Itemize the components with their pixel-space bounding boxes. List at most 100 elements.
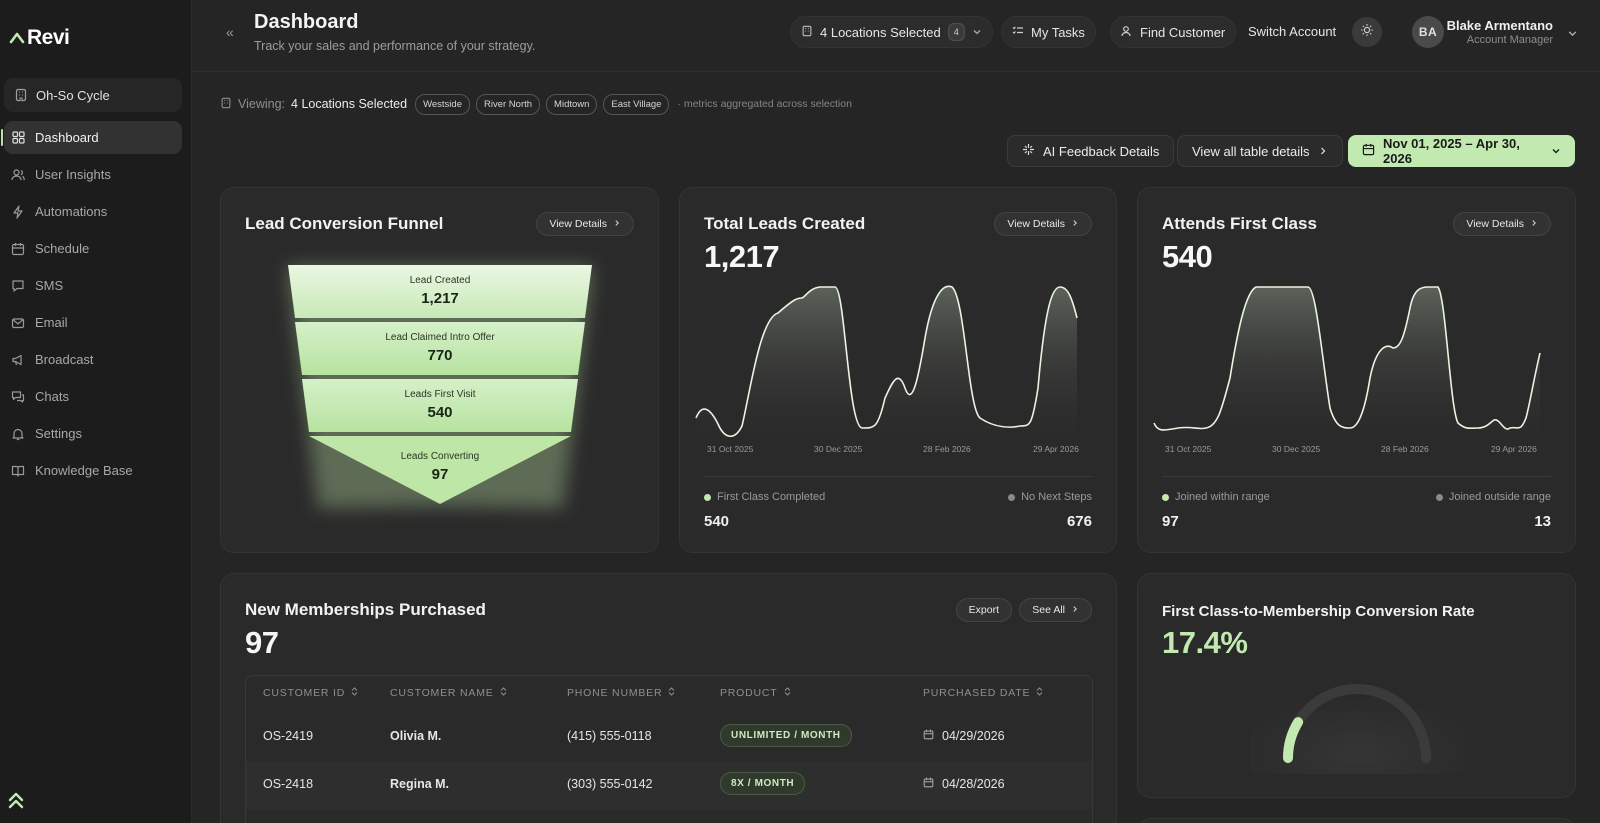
memberships-card: New Memberships Purchased 97 Export See … <box>220 573 1117 823</box>
card-value: 540 <box>1162 239 1213 274</box>
sidebar-item-label: Chats <box>35 389 69 404</box>
chart-legend: First Class Completed No Next Steps <box>704 476 1092 503</box>
brand-logo[interactable]: Revi <box>9 26 70 50</box>
sort-icon <box>668 687 675 699</box>
location-tag[interactable]: Midtown <box>546 93 598 115</box>
revi-logo-icon <box>9 32 25 44</box>
avatar[interactable]: BA <box>1412 16 1444 48</box>
calendar-icon <box>923 729 934 743</box>
page-subtitle: Track your sales and performance of your… <box>254 39 536 53</box>
sidebar-item-chats[interactable]: Chats <box>4 380 182 413</box>
sidebar-item-sms[interactable]: SMS <box>4 269 182 302</box>
task-list-icon <box>1012 25 1024 40</box>
column-header-label: PHONE NUMBER <box>567 687 663 699</box>
view-all-table-label: View all table details <box>1192 143 1310 159</box>
sidebar-item-settings[interactable]: Settings <box>4 417 182 450</box>
column-header-phone-number[interactable]: PHONE NUMBER <box>567 687 675 699</box>
page-title: Dashboard <box>254 11 359 33</box>
funnel-stage-4 <box>309 436 571 504</box>
table-row[interactable]: OS-2418 Regina M. (303) 555-0142 8X / MO… <box>246 761 1092 809</box>
theme-toggle-button[interactable] <box>1352 17 1382 47</box>
sidebar-nav: Dashboard User Insights Automations Sche… <box>0 121 192 491</box>
sidebar-item-automations[interactable]: Automations <box>4 195 182 228</box>
legend-dot <box>1435 493 1443 501</box>
sidebar-item-broadcast[interactable]: Broadcast <box>4 343 182 376</box>
card-title: First Class-to-Membership Conversion Rat… <box>1162 603 1475 620</box>
column-header-label: PURCHASED DATE <box>923 687 1031 699</box>
legend-values: 97 13 <box>1162 513 1551 530</box>
export-button[interactable]: Export <box>955 598 1012 622</box>
location-selector[interactable]: 4 Locations Selected 4 <box>790 16 993 48</box>
chevron-down-icon <box>1551 144 1561 159</box>
table-row[interactable]: OS-2419 Olivia M. (415) 555-0118 UNLIMIT… <box>246 713 1092 761</box>
collapse-sidebar-icon[interactable]: « <box>226 24 234 40</box>
column-header-customer-id[interactable]: CUSTOMER ID <box>263 687 358 699</box>
view-details-label: View Details <box>549 218 607 230</box>
chevron-right-icon <box>1530 218 1538 230</box>
x-tick-label: 30 Dec 2025 <box>1272 444 1320 454</box>
ai-feedback-label: AI Feedback Details <box>1043 143 1160 159</box>
viewing-note: · metrics aggregated across selection <box>677 98 852 110</box>
location-selector-label: 4 Locations Selected <box>820 24 941 40</box>
funnel-stage-label: Leads Converting <box>401 451 479 462</box>
attends-line <box>1153 286 1541 431</box>
location-tag[interactable]: Westside <box>415 93 470 115</box>
user-name[interactable]: Blake Armentano <box>1446 18 1553 33</box>
view-all-table-button[interactable]: View all table details <box>1177 135 1343 167</box>
legend-dot <box>704 493 711 501</box>
column-header-label: CUSTOMER NAME <box>390 687 494 699</box>
legend-item: No Next Steps <box>1008 491 1092 503</box>
column-header-purchased-date[interactable]: PURCHASED DATE <box>923 687 1043 699</box>
calendar-icon <box>923 777 934 791</box>
ai-feedback-button[interactable]: AI Feedback Details <box>1007 135 1175 167</box>
date-range-picker[interactable]: Nov 01, 2025 – Apr 30, 2026 <box>1348 135 1575 167</box>
sidebar-item-knowledge-base[interactable]: Knowledge Base <box>4 454 182 487</box>
find-customer-button[interactable]: Find Customer <box>1110 16 1237 48</box>
view-details-button[interactable]: View Details <box>536 212 634 236</box>
location-tag[interactable]: East Village <box>603 93 670 115</box>
location-tag[interactable]: River North <box>476 93 541 115</box>
leads-line <box>695 285 1078 438</box>
legend-item: Joined within range <box>1162 491 1270 503</box>
legend-label: Joined outside range <box>1448 491 1551 503</box>
my-tasks-button[interactable]: My Tasks <box>1001 16 1096 48</box>
sidebar-item-label: Dashboard <box>35 130 99 145</box>
column-header-customer-name[interactable]: CUSTOMER NAME <box>390 687 507 699</box>
see-all-button[interactable]: See All <box>1019 598 1092 622</box>
account-name: Oh-So Cycle <box>36 87 110 103</box>
chevron-right-icon <box>1071 218 1079 230</box>
sun-icon <box>1360 23 1374 42</box>
view-details-button[interactable]: View Details <box>1453 212 1551 236</box>
building-icon <box>220 97 232 112</box>
attends-area <box>1154 287 1540 433</box>
message-icon <box>11 279 25 293</box>
funnel-stage-value: 97 <box>432 466 449 483</box>
card-title: Lead Conversion Funnel <box>245 214 444 233</box>
funnel-chart: Lead Created 1,217 Lead Claimed Intro Of… <box>287 265 593 508</box>
sidebar-item-label: Schedule <box>35 241 90 256</box>
lightning-icon <box>11 204 25 219</box>
date-text: 04/28/2026 <box>942 777 1005 791</box>
column-header-product[interactable]: PRODUCT <box>720 687 791 699</box>
account-switcher[interactable]: Oh-So Cycle <box>4 78 182 112</box>
sidebar-item-email[interactable]: Email <box>4 306 182 339</box>
sidebar-item-schedule[interactable]: Schedule <box>4 232 182 265</box>
chat-icon <box>11 390 25 404</box>
x-tick-label: 28 Feb 2026 <box>1381 444 1429 454</box>
sidebar: Revi Oh-So Cycle Dashboard User Insights… <box>0 0 192 823</box>
card-title: Total Leads Created <box>704 214 866 233</box>
chevrons-up-icon[interactable] <box>8 790 24 815</box>
sidebar-item-user-insights[interactable]: User Insights <box>4 158 182 191</box>
switch-account-link[interactable]: Switch Account <box>1248 24 1337 39</box>
chevron-down-icon[interactable] <box>1567 26 1578 44</box>
x-tick-label: 31 Oct 2025 <box>1165 444 1212 454</box>
leads-trend-chart: 31 Oct 2025 30 Dec 2025 28 Feb 2026 29 A… <box>695 285 1079 454</box>
view-details-button[interactable]: View Details <box>994 212 1092 236</box>
funnel-stage-label: Lead Created <box>410 275 471 286</box>
sidebar-item-dashboard[interactable]: Dashboard <box>1 121 182 154</box>
sidebar-item-label: Broadcast <box>35 352 94 367</box>
x-tick-label: 31 Oct 2025 <box>707 444 754 454</box>
megaphone-icon <box>11 353 25 367</box>
top-header: « Dashboard Track your sales and perform… <box>192 0 1600 72</box>
legend-values: 540 676 <box>704 513 1092 530</box>
